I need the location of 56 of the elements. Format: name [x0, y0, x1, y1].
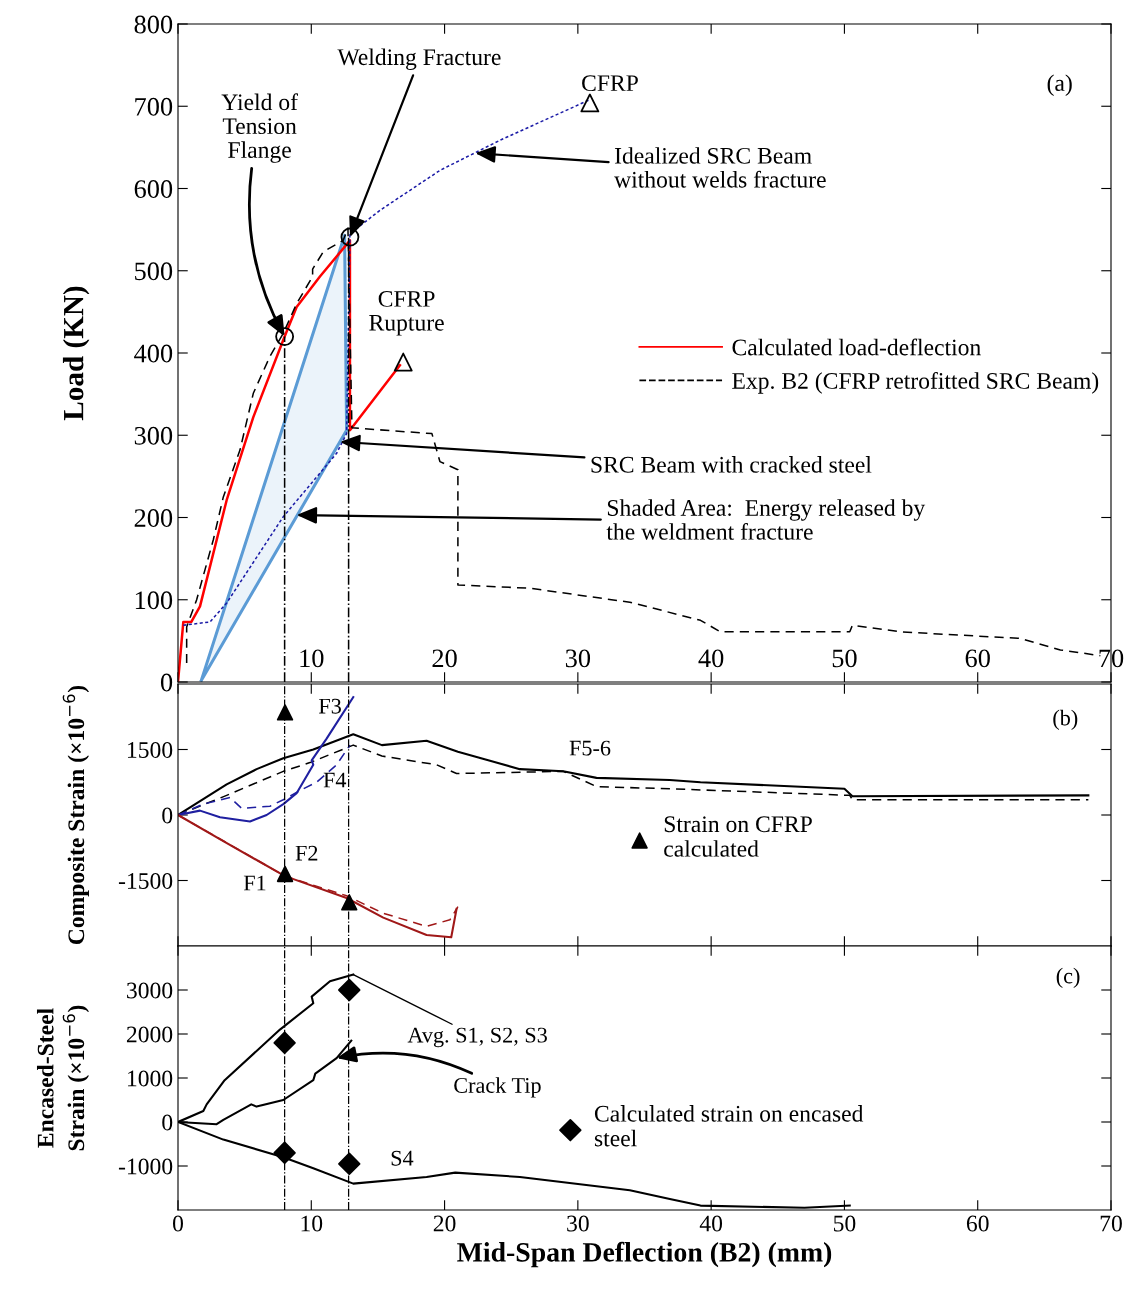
annotation: CFRP Rupture [369, 290, 444, 336]
x-tick-label: 10 [300, 649, 324, 668]
x-tick-label: 40 [699, 1215, 723, 1232]
x-tick-label: 40 [698, 649, 724, 668]
annotation: (b) [1053, 709, 1078, 730]
legend-label: Calculated strain on encased steel [594, 1105, 864, 1147]
y-tick-label: 400 [134, 344, 173, 363]
annotation: Shaded Area: Energy released by the weldment fracture [606, 499, 926, 540]
y-tick-label: 600 [134, 180, 173, 198]
legend-label: Exp. B2 (CFRP retrofitted SRC Beam) [732, 372, 1099, 394]
y-tick-label: 0 [160, 673, 173, 692]
annotation: Idealized SRC Beam without welds fracture [614, 147, 826, 188]
y-tick-label: 1500 [127, 741, 173, 758]
annotation: S4 [391, 1150, 414, 1166]
y-tick-label: -1500 [118, 872, 173, 889]
legend-label: Calculated load-deflection [732, 338, 981, 356]
x-tick-label: 60 [966, 1215, 989, 1232]
annotation: F3 [318, 698, 341, 714]
x-tick-label: 70 [1100, 1215, 1122, 1232]
y-tick-label: 0 [162, 807, 173, 824]
x-tick-label: 30 [567, 1215, 589, 1232]
y-tick-label: 0 [162, 1114, 173, 1131]
x-axis-title: Mid-Span Deflection (B2) (mm) [457, 1241, 832, 1268]
x-tick-label: 30 [565, 649, 591, 668]
annotation: (a) [1047, 74, 1072, 96]
x-tick-label: 50 [832, 649, 857, 668]
x-tick-label: 50 [834, 1215, 856, 1232]
annotation: SRC Beam with cracked steel [591, 456, 872, 473]
y-tick-label: 1000 [127, 1070, 173, 1087]
annotation: F2 [295, 845, 318, 861]
y-tick-label: 2000 [126, 1026, 173, 1043]
annotation: CFRP [582, 75, 638, 92]
y-tick-label: -1000 [118, 1158, 173, 1175]
legend-label: Strain on CFRP calculated [664, 816, 812, 857]
annotation: Crack Tip [454, 1077, 541, 1098]
y-axis-title: Composite Strain (×10$^{−6}$) [62, 685, 90, 945]
annotation: Yield of Tension Flange [221, 93, 298, 163]
x-tick-label: 20 [433, 1215, 456, 1232]
y-tick-label: 100 [135, 591, 173, 610]
annotation: Welding Fracture [337, 48, 501, 70]
x-tick-label: 10 [301, 1215, 323, 1232]
y-axis-title: Load (KN) [62, 286, 90, 421]
annotation: F5-6 [569, 740, 611, 756]
annotation: Avg. S1, S2, S3 [407, 1027, 547, 1048]
annotation: (c) [1056, 967, 1080, 989]
x-tick-label: 20 [432, 649, 457, 668]
x-tick-label: 60 [965, 649, 990, 668]
y-axis-title: Encased-Steel Strain (×10$^{−6}$) [36, 1005, 90, 1151]
y-tick-label: 200 [134, 509, 173, 527]
y-tick-label: 500 [135, 262, 173, 281]
y-tick-label: 3000 [127, 982, 173, 999]
annotation: F1 [243, 875, 266, 891]
y-tick-label: 700 [135, 97, 173, 116]
y-tick-label: 300 [134, 426, 173, 445]
y-tick-label: 800 [134, 15, 173, 34]
annotation: F4 [323, 772, 347, 788]
